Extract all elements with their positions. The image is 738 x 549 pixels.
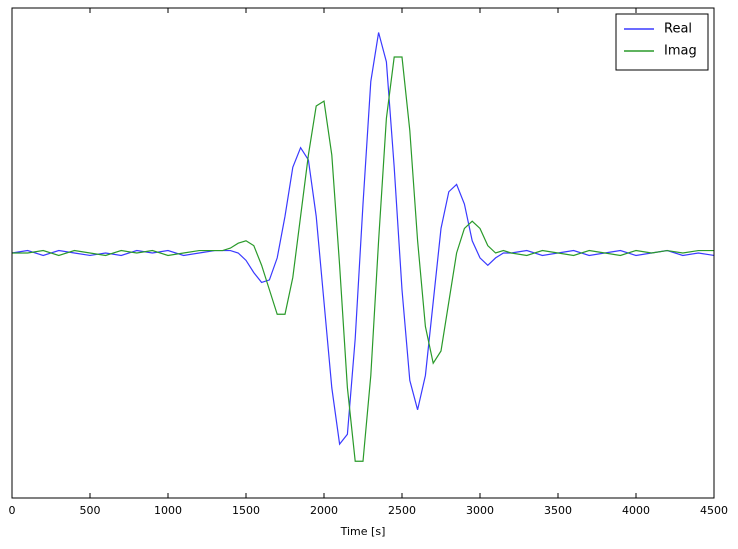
legend-box — [615, 13, 709, 71]
plot-frame — [11, 7, 715, 499]
x-tick-label: 1500 — [232, 504, 260, 517]
line-series — [11, 32, 715, 446]
x-tick-label: 500 — [80, 504, 101, 517]
x-tick-label: 3500 — [544, 504, 572, 517]
x-tick-label: 4000 — [622, 504, 650, 517]
legend-label: Real — [664, 22, 692, 37]
x-tick-label: 2000 — [310, 504, 338, 517]
x-tick-label: 3000 — [466, 504, 494, 517]
x-axis-label: Time [s] — [340, 525, 386, 538]
legend-label: Imag — [664, 44, 697, 59]
x-tick-label: 0 — [9, 504, 16, 517]
x-tick-label: 1000 — [154, 504, 182, 517]
x-tick-label: 2500 — [388, 504, 416, 517]
line-series — [12, 56, 714, 462]
x-tick-label: 4500 — [700, 504, 728, 517]
